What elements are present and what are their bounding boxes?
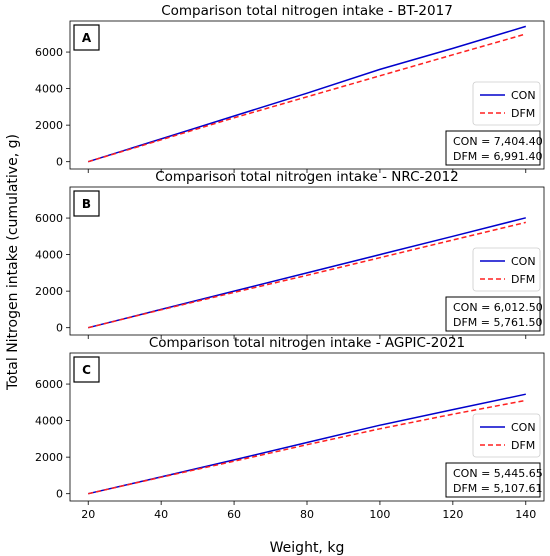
y-tick-label: 4000 [35,415,63,428]
y-tick-label: 4000 [35,249,63,262]
annotation-box [445,296,541,332]
y-tick-label: 6000 [35,378,63,391]
y-tick-label: 4000 [35,83,63,96]
panel-title: Comparison total nitrogen intake - NRC-2… [155,169,459,185]
figure-x-axis-label: Weight, kg [270,540,345,556]
panel-b: Comparison total nitrogen intake - NRC-2… [35,169,545,339]
x-tick-label: 60 [227,508,241,521]
x-tick-label: 80 [300,508,314,521]
x-tick-label: 100 [369,508,390,521]
legend-label: DFM [511,273,535,286]
annotation-text: CON = 5,445.65 [453,467,543,480]
legend-label: CON [511,89,536,102]
panel-a: Comparison total nitrogen intake - BT-20… [35,3,545,173]
annotation-box [445,462,541,498]
annotation-box [445,130,541,166]
legend-label: CON [511,421,536,434]
annotation-text: DFM = 5,107.61 [453,482,542,495]
y-tick-label: 0 [56,322,63,335]
annotation-text: DFM = 5,761.50 [453,316,542,329]
y-tick-label: 0 [56,488,63,501]
series-line-dfm [88,399,526,495]
y-tick-label: 2000 [35,285,63,298]
series-line-dfm [87,33,527,163]
annotation-text: CON = 7,404.40 [453,135,543,148]
legend-box [472,413,541,458]
panel-label-box [73,356,100,383]
legend-label: DFM [511,107,535,120]
figure-y-axis-label: Total Nitrogen intake (cumulative, g) [5,134,21,391]
annotation-text: DFM = 6,991.40 [453,150,542,163]
panel-title: Comparison total nitrogen intake - AGPIC… [149,335,465,351]
y-tick-label: 0 [56,156,63,169]
x-tick-label: 120 [442,508,463,521]
legend-box [472,247,541,292]
panel-label: C [82,363,91,377]
panel-label: A [82,31,92,45]
y-tick-label: 2000 [35,451,63,464]
x-tick-label: 140 [515,508,536,521]
legend-box [472,81,541,126]
series-line-con [87,25,527,163]
legend-label: DFM [511,439,535,452]
panel-title: Comparison total nitrogen intake - BT-20… [161,3,453,19]
y-tick-label: 6000 [35,46,63,59]
y-tick-label: 2000 [35,119,63,132]
panel-c: Comparison total nitrogen intake - AGPIC… [35,335,545,521]
annotation-text: CON = 6,012.50 [453,301,543,314]
panel-label-box [73,190,100,217]
legend-label: CON [511,255,536,268]
series-line-dfm [88,221,526,329]
panel-label: B [82,197,91,211]
x-tick-label: 20 [81,508,95,521]
panel-label-box [73,24,100,51]
x-tick-label: 40 [154,508,168,521]
y-tick-label: 6000 [35,212,63,225]
